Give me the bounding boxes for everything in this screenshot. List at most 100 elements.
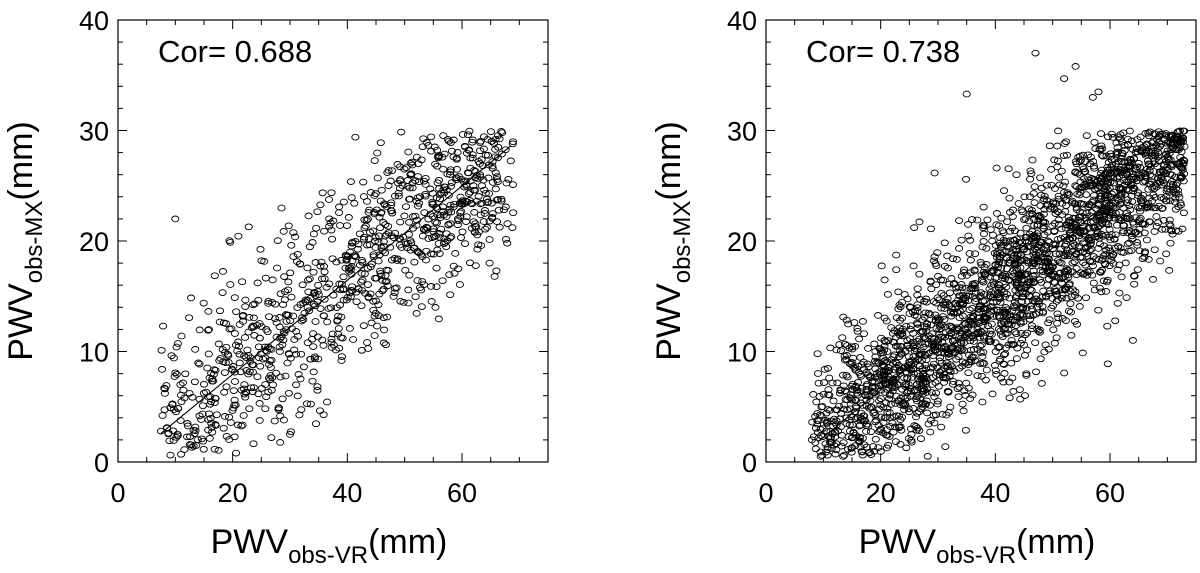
data-point [347,287,356,294]
data-point [359,235,368,243]
data-point [812,398,821,406]
data-point [350,199,359,207]
data-point [999,326,1008,333]
data-point [1064,307,1073,315]
data-point [404,148,413,156]
data-point [827,445,836,452]
data-point [890,366,899,374]
data-point [1150,185,1159,193]
data-point [309,343,318,350]
data-point [381,221,390,228]
data-point [1069,239,1078,247]
data-point [1062,138,1071,146]
data-point [848,421,857,429]
data-point [439,132,448,139]
data-point [430,233,439,241]
data-point [1075,303,1084,310]
data-point [1067,293,1076,301]
data-point [1147,173,1156,180]
data-point [375,251,384,259]
data-point [1150,246,1159,254]
data-point [822,418,831,426]
data-point [1166,156,1175,164]
data-point [327,189,336,197]
data-point [1107,201,1116,209]
data-point [469,218,478,226]
data-point [871,435,880,443]
data-point [1156,168,1165,176]
data-point [940,305,949,312]
data-point [220,413,230,420]
data-point [1012,281,1021,289]
data-point [1085,268,1094,275]
data-point [492,267,501,275]
data-point [413,202,423,210]
data-point [305,275,314,283]
data-point [235,321,244,328]
data-point [1090,138,1099,146]
data-point [958,312,967,320]
data-point [1102,246,1111,254]
data-point [1141,151,1150,159]
data-point [428,201,437,208]
data-point [408,161,417,169]
data-point [854,378,863,386]
data-point [1101,194,1110,202]
data-point [361,222,370,230]
data-point [958,362,967,370]
data-point [904,435,913,442]
data-point [406,237,415,245]
data-point [1016,320,1025,327]
data-point [1115,173,1124,180]
data-point [445,271,454,278]
x-tick-label: 0 [758,478,773,508]
data-point [1075,171,1084,178]
data-point [1149,154,1158,162]
data-point [261,274,270,282]
data-point [979,334,989,342]
data-point [241,296,250,304]
data-point [918,316,927,324]
data-point [1020,392,1030,399]
data-point [222,383,231,391]
data-point [370,157,379,164]
data-point [207,419,216,427]
data-point [955,364,964,372]
data-point [199,299,208,307]
data-point [1049,326,1058,334]
data-point [397,128,406,136]
data-point [392,284,401,292]
data-point [870,447,879,455]
data-point [1050,228,1059,235]
data-point [828,379,837,387]
data-point [160,406,169,414]
data-point [941,301,950,309]
data-point [1166,180,1175,188]
data-point [1151,204,1160,212]
data-point [851,442,860,450]
data-point [186,433,195,440]
data-point [347,242,356,250]
data-point [229,387,238,394]
data-point [850,408,859,416]
data-point [418,143,427,151]
data-point [434,315,443,323]
data-point [1020,276,1029,283]
data-point [1048,245,1057,253]
data-point [249,440,258,448]
data-point [1005,294,1014,302]
data-point [344,214,353,221]
data-point [468,136,477,144]
data-point [811,445,820,453]
data-point [966,256,975,264]
data-point [169,354,178,362]
data-point [882,399,891,406]
data-point [172,343,181,351]
y-tick-label: 40 [79,6,109,36]
data-point [1075,158,1084,165]
data-point [886,423,895,430]
data-point [479,218,488,225]
data-point [950,308,959,316]
data-point [1129,220,1138,228]
